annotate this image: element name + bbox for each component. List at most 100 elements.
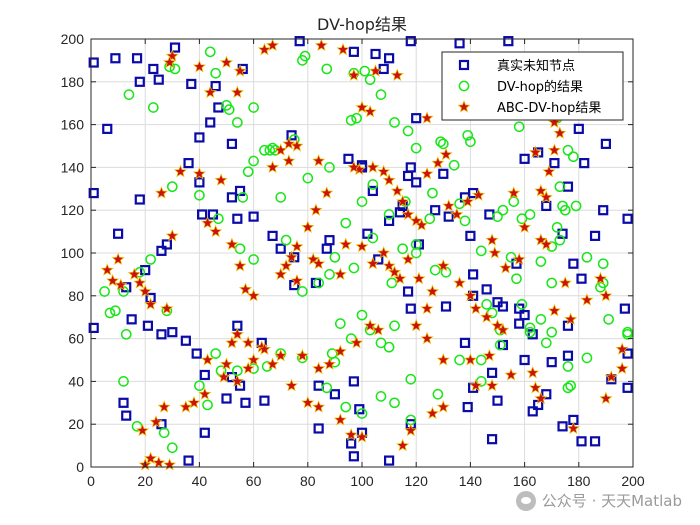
true-node-marker xyxy=(134,76,145,87)
abc-dvhop-estimate-marker xyxy=(238,282,253,296)
dvhop-estimate-marker xyxy=(603,313,614,325)
true-node-marker xyxy=(134,194,145,205)
series-1 xyxy=(88,36,633,466)
true-node-marker xyxy=(549,158,560,169)
true-node-marker xyxy=(186,78,197,90)
abc-dvhop-estimate-marker xyxy=(604,370,618,383)
dvhop-estimate-marker xyxy=(581,352,593,364)
dvhop-estimate-marker xyxy=(535,313,547,325)
abc-dvhop-estimate-marker xyxy=(390,183,404,197)
abc-dvhop-estimate-marker xyxy=(284,250,299,263)
dvhop-estimate-marker xyxy=(356,196,368,207)
abc-dvhop-estimate-marker xyxy=(339,237,353,251)
true-node-marker xyxy=(541,200,552,212)
abc-dvhop-estimate-marker xyxy=(230,85,244,99)
dvhop-estimate-marker xyxy=(297,286,308,297)
abc-dvhop-estimate-marker xyxy=(469,301,483,315)
true-node-marker xyxy=(468,269,479,280)
true-node-marker xyxy=(142,320,154,331)
true-node-marker xyxy=(88,57,99,68)
abc-dvhop-estimate-marker xyxy=(233,64,247,77)
abc-dvhop-estimate-marker xyxy=(539,190,553,203)
true-node-marker xyxy=(267,230,278,241)
abc-dvhop-estimate-marker xyxy=(425,284,440,298)
abc-dvhop-estimate-marker xyxy=(282,136,296,150)
true-node-marker xyxy=(486,367,498,378)
true-node-marker xyxy=(153,74,164,85)
dvhop-estimate-marker xyxy=(397,243,408,255)
abc-dvhop-estimate-marker xyxy=(566,421,581,435)
dvhop-estimate-marker xyxy=(280,234,292,246)
true-node-marker xyxy=(313,423,324,434)
abc-dvhop-estimate-marker xyxy=(461,194,475,208)
true-node-marker xyxy=(183,158,194,169)
true-node-marker xyxy=(248,211,259,222)
x-tick-label: 60 xyxy=(246,473,262,489)
dvhop-estimate-marker xyxy=(524,209,536,220)
dvhop-estimate-marker xyxy=(389,320,400,332)
dvhop-estimate-marker xyxy=(248,155,259,167)
dvhop-estimate-marker xyxy=(511,273,522,285)
dvhop-estimate-marker xyxy=(568,151,579,163)
abc-dvhop-estimate-marker xyxy=(431,156,445,169)
abc-dvhop-estimate-marker xyxy=(404,423,418,437)
abc-dvhop-estimate-marker xyxy=(377,246,391,259)
true-node-marker xyxy=(232,213,243,224)
abc-dvhop-estimate-marker xyxy=(333,412,347,426)
abc-dvhop-estimate-marker xyxy=(133,276,147,289)
true-node-marker xyxy=(197,209,208,220)
abc-dvhop-estimate-marker xyxy=(295,348,310,362)
dvhop-estimate-marker xyxy=(475,245,487,257)
dvhop-estimate-marker xyxy=(410,142,422,154)
dvhop-estimate-marker xyxy=(321,382,333,394)
true-node-marker xyxy=(234,185,246,197)
y-tick-label: 40 xyxy=(68,373,84,389)
abc-dvhop-estimate-marker xyxy=(507,186,521,199)
abc-dvhop-estimate-marker xyxy=(439,147,453,161)
dvhop-estimate-marker xyxy=(231,117,243,128)
dvhop-estimate-marker xyxy=(402,125,414,137)
dvhop-estimate-marker xyxy=(497,204,509,216)
abc-dvhop-estimate-marker xyxy=(534,183,548,197)
dvhop-estimate-marker xyxy=(123,89,135,100)
abc-dvhop-estimate-marker xyxy=(301,395,315,409)
dvhop-estimate-marker xyxy=(104,307,116,319)
y-tick-label: 20 xyxy=(68,416,84,432)
abc-dvhop-estimate-marker xyxy=(160,301,174,315)
x-tick-label: 100 xyxy=(350,473,374,489)
dvhop-estimate-marker xyxy=(194,189,205,201)
dvhop-estimate-marker xyxy=(264,144,276,156)
abc-dvhop-estimate-marker xyxy=(143,297,158,310)
abc-dvhop-estimate-marker xyxy=(539,237,553,251)
abc-dvhop-estimate-marker xyxy=(114,278,128,291)
abc-dvhop-estimate-marker xyxy=(599,391,613,405)
abc-dvhop-estimate-marker xyxy=(246,288,261,302)
true-node-marker xyxy=(112,228,124,239)
abc-dvhop-estimate-marker xyxy=(528,145,543,159)
true-node-marker xyxy=(598,205,609,216)
dvhop-estimate-marker xyxy=(204,46,216,58)
dvhop-estimate-marker xyxy=(210,67,222,79)
true-node-marker xyxy=(562,350,574,361)
abc-dvhop-estimate-marker xyxy=(436,353,450,366)
abc-dvhop-estimate-marker xyxy=(246,353,261,366)
abc-dvhop-estimate-marker xyxy=(138,284,152,298)
watermark-text: 公众号 · 天天Matlab xyxy=(541,492,682,510)
abc-dvhop-estimate-marker xyxy=(553,126,567,139)
abc-dvhop-estimate-marker xyxy=(312,154,326,167)
true-node-marker xyxy=(102,123,113,134)
dvhop-estimate-marker xyxy=(313,277,324,289)
dvhop-estimate-marker xyxy=(551,221,563,233)
y-tick-label: 0 xyxy=(76,459,84,475)
legend-marker xyxy=(458,80,470,92)
dvhop-estimate-marker xyxy=(356,309,368,321)
true-node-marker xyxy=(514,318,525,329)
dvhop-estimate-marker xyxy=(508,196,520,207)
true-node-marker xyxy=(367,185,378,197)
abc-dvhop-estimate-marker xyxy=(284,378,299,392)
true-node-marker xyxy=(161,239,172,250)
abc-dvhop-estimate-marker xyxy=(152,455,166,469)
abc-dvhop-estimate-marker xyxy=(187,395,201,409)
true-node-marker xyxy=(126,314,137,325)
